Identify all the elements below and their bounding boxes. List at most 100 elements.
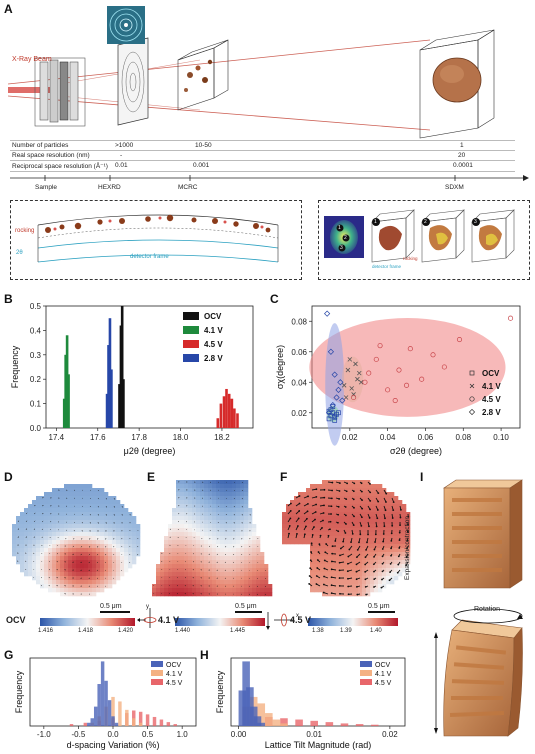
map-pixel [346, 504, 351, 509]
map-pixel [188, 524, 193, 529]
map-pixel [330, 568, 335, 573]
bar [295, 719, 303, 726]
map-pixel [204, 544, 209, 549]
map-pixel [164, 572, 169, 577]
map-pixel [228, 544, 233, 549]
map-pixel [56, 576, 61, 581]
map-pixel [342, 560, 347, 565]
vector-arrow [225, 545, 227, 548]
map-pixel [36, 564, 41, 569]
map-pixel [362, 548, 367, 553]
map-pixel [314, 520, 319, 525]
map-pixel [390, 500, 395, 505]
vector-arrow [177, 569, 179, 571]
bar [138, 722, 143, 726]
bar [138, 711, 143, 726]
map-pixel [318, 568, 323, 573]
map-pixel [260, 552, 265, 557]
map-pixel [68, 536, 73, 541]
map-pixel [244, 568, 249, 573]
map-pixel [346, 492, 351, 497]
bar [340, 723, 349, 726]
map-pixel [188, 480, 193, 485]
vector-arrow-head [359, 533, 362, 536]
map-pixel [104, 500, 109, 505]
map-pixel [56, 568, 61, 573]
map-pixel [60, 584, 65, 589]
vector-arrow [72, 553, 75, 555]
map-pixel [108, 560, 113, 565]
map-pixel [192, 544, 197, 549]
map-pixel [48, 528, 53, 533]
map-pixel [80, 584, 85, 589]
map-pixel [80, 540, 85, 545]
map-pixel [44, 500, 49, 505]
map-pixel [374, 540, 379, 545]
map-pixel [52, 516, 57, 521]
vector-arrow-head [307, 502, 309, 505]
map-pixel [216, 568, 221, 573]
map-pixel [44, 572, 49, 577]
map-pixel [176, 500, 181, 505]
map-pixel [36, 540, 41, 545]
map-pixel [314, 524, 319, 529]
map-pixel [310, 516, 315, 521]
x-tick-label: 0.06 [418, 433, 434, 442]
vector-arrow [209, 521, 211, 523]
map-pixel [334, 560, 339, 565]
map-pixel [68, 488, 73, 493]
map-pixel [402, 536, 407, 541]
vector-arrow-head [345, 490, 348, 493]
map-pixel [302, 516, 307, 521]
map-pixel [176, 548, 181, 553]
map-pixel [20, 528, 25, 533]
map-pixel [56, 556, 61, 561]
map-pixel [224, 584, 229, 589]
map-pixel [342, 552, 347, 557]
map-pixel [394, 528, 399, 533]
map-pixel [100, 508, 105, 513]
map-pixel [84, 588, 89, 593]
map-pixel [306, 512, 311, 517]
map-pixel [136, 524, 141, 529]
map-pixel [208, 532, 213, 537]
map-pixel [208, 588, 213, 593]
map-pixel [302, 520, 307, 525]
table-cell-hexrd: - [120, 152, 123, 159]
map-pixel [164, 552, 169, 557]
bar [93, 706, 98, 726]
vector-arrow-head [331, 489, 334, 492]
map-pixel [176, 484, 181, 489]
map-pixel [204, 524, 209, 529]
map-pixel [386, 528, 391, 533]
map-pixel [208, 544, 213, 549]
vector-arrow [184, 569, 187, 571]
vector-arrow-head [331, 545, 334, 548]
map-pixel [224, 576, 229, 581]
map-pixel [188, 492, 193, 497]
map-pixel [390, 576, 395, 581]
map-pixel [354, 544, 359, 549]
map-pixel [310, 484, 315, 489]
vector-arrow-head [400, 508, 402, 511]
map-pixel [318, 500, 323, 505]
map-pixel [362, 556, 367, 561]
vector-arrow-head [398, 531, 401, 534]
map-pixel [394, 496, 399, 501]
map-pixel [228, 588, 233, 593]
bar [249, 706, 258, 726]
map-pixel [394, 556, 399, 561]
map-pixel [260, 568, 265, 573]
map-pixel [196, 580, 201, 585]
bar [120, 306, 124, 428]
map-pixel [394, 548, 399, 553]
map-pixel [108, 500, 113, 505]
map-pixel [354, 524, 359, 529]
map-pixel [386, 572, 391, 577]
map-pixel [172, 588, 177, 593]
map-pixel [88, 552, 93, 557]
map-pixel [32, 560, 37, 565]
map-pixel [326, 524, 331, 529]
rotation-arrow-icon [453, 608, 523, 624]
map-pixel [100, 500, 105, 505]
